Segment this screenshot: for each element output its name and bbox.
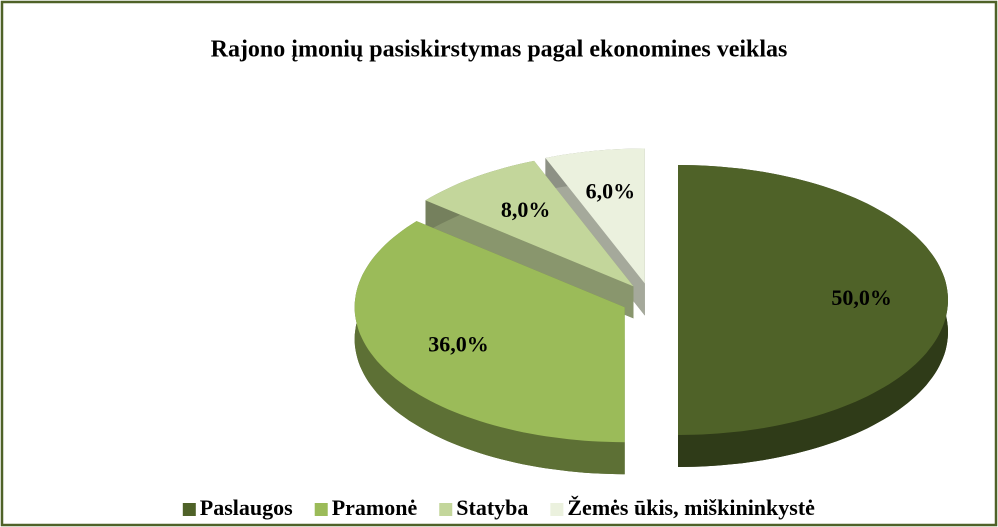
data-label: 50,0% [831, 285, 892, 310]
data-label: 6,0% [586, 178, 636, 203]
legend-label: Paslaugos [200, 495, 293, 520]
slice-top [425, 160, 634, 287]
legend-label: Žemės ūkis, miškininkystė [567, 495, 815, 520]
legend-swatch [550, 503, 564, 516]
legend: Paslaugos Pramonė Statyba Žemės ūkis, miški… [182, 495, 815, 520]
slice [425, 160, 634, 319]
legend-label: Pramonė [332, 495, 418, 520]
slice-side [354, 221, 625, 475]
data-label: 36,0% [428, 331, 489, 356]
slice [678, 165, 948, 467]
data-label: 8,0% [501, 197, 551, 222]
slice-top [354, 221, 625, 443]
slice-top [545, 148, 645, 284]
legend-label: Statyba [456, 495, 528, 520]
legend-swatch [439, 503, 453, 516]
slice [354, 221, 625, 475]
slice-cut-face [425, 200, 634, 319]
legend-swatch [314, 503, 328, 516]
chart-title: Rajono įmonių pasiskirstymas pagal ekono… [211, 37, 788, 63]
legend-swatch [182, 503, 196, 516]
slice-top [678, 165, 948, 435]
